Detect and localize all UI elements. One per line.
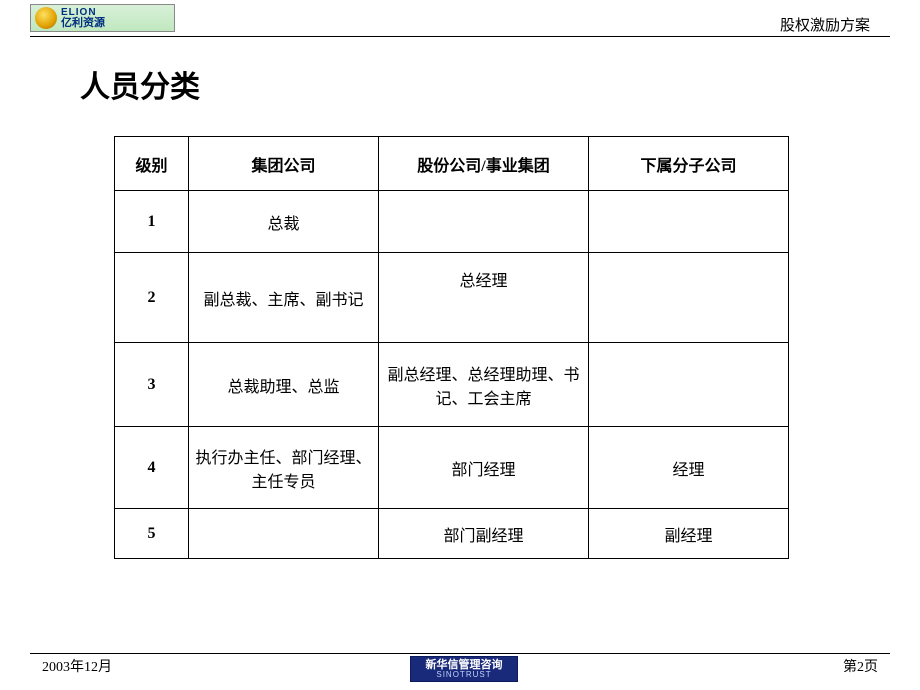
cell-level: 4 <box>115 427 189 509</box>
cell-level: 2 <box>115 253 189 343</box>
cell-level: 5 <box>115 509 189 559</box>
logo-text-group: ELION 亿利资源 <box>61 8 105 29</box>
footer-logo: 新华信管理咨询 SINOTRUST <box>410 656 518 682</box>
cell <box>379 191 589 253</box>
personnel-table: 级别 集团公司 股份公司/事业集团 下属分子公司 1 总裁 2 副总裁、主席、副… <box>114 136 789 559</box>
col-header-group: 集团公司 <box>189 137 379 191</box>
cell: 副总经理、总经理助理、书记、工会主席 <box>379 343 589 427</box>
footer-date: 2003年12月 <box>42 656 112 676</box>
header: ELION 亿利资源 股权激励方案 <box>0 0 920 40</box>
footer-page-number: 第2页 <box>843 656 878 676</box>
table-row: 2 副总裁、主席、副书记 总经理 <box>115 253 789 343</box>
cell: 总经理 <box>379 253 589 343</box>
cell <box>589 343 789 427</box>
cell: 部门副经理 <box>379 509 589 559</box>
footer-divider <box>30 653 890 654</box>
cell: 副经理 <box>589 509 789 559</box>
table-row: 3 总裁助理、总监 副总经理、总经理助理、书记、工会主席 <box>115 343 789 427</box>
footer-logo-en: SINOTRUST <box>436 671 491 679</box>
header-divider <box>30 36 890 37</box>
cell <box>189 509 379 559</box>
logo-text-cn: 亿利资源 <box>61 18 105 29</box>
page-title: 人员分类 <box>80 62 200 106</box>
cell <box>589 191 789 253</box>
header-subtitle: 股权激励方案 <box>780 14 870 35</box>
logo-icon <box>35 7 57 29</box>
cell-level: 1 <box>115 191 189 253</box>
cell: 副总裁、主席、副书记 <box>189 253 379 343</box>
company-logo: ELION 亿利资源 <box>30 4 175 32</box>
cell <box>589 253 789 343</box>
cell: 总裁助理、总监 <box>189 343 379 427</box>
cell: 总裁 <box>189 191 379 253</box>
col-header-subsidiary: 下属分子公司 <box>589 137 789 191</box>
cell: 执行办主任、部门经理、主任专员 <box>189 427 379 509</box>
footer-logo-cn: 新华信管理咨询 <box>426 660 503 671</box>
col-header-shares: 股份公司/事业集团 <box>379 137 589 191</box>
table-row: 1 总裁 <box>115 191 789 253</box>
cell: 经理 <box>589 427 789 509</box>
cell-level: 3 <box>115 343 189 427</box>
table-row: 5 部门副经理 副经理 <box>115 509 789 559</box>
col-header-level: 级别 <box>115 137 189 191</box>
cell: 部门经理 <box>379 427 589 509</box>
table-row: 4 执行办主任、部门经理、主任专员 部门经理 经理 <box>115 427 789 509</box>
logo-text-en: ELION <box>61 8 105 18</box>
table-header-row: 级别 集团公司 股份公司/事业集团 下属分子公司 <box>115 137 789 191</box>
